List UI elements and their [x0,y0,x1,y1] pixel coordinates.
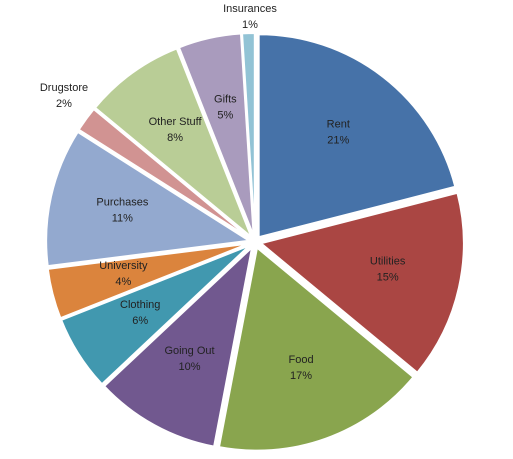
slice-utilities [258,191,465,375]
slice-label: Purchases [96,196,148,208]
data-label-going-out: Going Out 10% [164,345,214,373]
slice-label: Drugstore [40,82,88,94]
slice-percent: 11% [112,212,133,224]
data-label-purchases: Purchases 11% [96,196,148,224]
slice-university [46,242,250,320]
slice-food [217,245,415,452]
slice-percent: 4% [115,276,131,288]
slice-label: Gifts [214,93,237,105]
slice-label: Other Stuff [149,116,203,128]
slice-percent: 15% [377,272,399,284]
slice-percent: 5% [217,109,233,121]
slice-other-stuff [93,47,253,238]
slice-label: University [99,260,148,272]
slice-insurances [241,32,256,237]
slice-going-out [102,244,254,448]
slice-label: Food [289,354,314,366]
data-label-clothing: Clothing 6% [120,299,160,327]
data-label-utilities: Utilities 15% [370,256,406,284]
slice-label: Utilities [370,256,406,268]
slice-labels: Rent 21% Utilities 15% Food 17% Going Out 10% Cl… [40,3,406,382]
slice-label: Insurances [223,3,277,15]
data-label-food: Food 17% [289,354,314,382]
data-label-insurances: Insurances 1% [223,3,277,31]
data-label-university: University 4% [99,260,148,288]
slice-percent: 10% [179,361,201,373]
slice-drugstore [77,107,251,240]
slice-rent [257,33,457,239]
data-label-drugstore: Drugstore 2% [40,82,88,110]
slice-label: Going Out [164,345,214,357]
data-label-other-stuff: Other Stuff 8% [149,116,203,144]
slice-clothing [59,244,251,386]
slice-label: Clothing [120,299,160,311]
data-label-gifts: Gifts 5% [214,93,237,121]
slice-percent: 6% [132,315,148,327]
slice-purchases [45,130,253,268]
slice-percent: 1% [242,19,258,31]
data-label-rent: Rent 21% [327,119,350,147]
slice-percent: 21% [327,135,349,147]
slice-gifts [177,32,255,237]
slice-label: Rent [327,119,350,131]
slice-percent: 17% [290,370,312,382]
slice-percent: 2% [56,98,72,110]
pie-slices [45,32,465,452]
slice-percent: 8% [167,132,183,144]
